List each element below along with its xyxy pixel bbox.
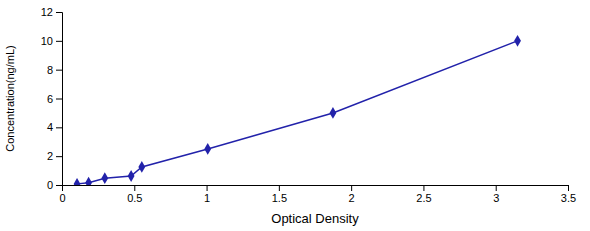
y-axis-line <box>56 13 63 186</box>
x-tick-mark <box>423 185 424 191</box>
x-tick-label: 2.5 <box>416 192 431 204</box>
x-tick: 3.5 <box>561 185 576 204</box>
y-tick-mark <box>56 185 62 186</box>
y-tick-mark <box>56 41 62 42</box>
y-tick-label: 4 <box>47 121 53 133</box>
x-tick: 0 <box>59 185 65 204</box>
x-tick-label: 0 <box>59 192 65 204</box>
y-tick-label: 0 <box>47 179 53 191</box>
marker <box>85 177 92 185</box>
y-tick: 2 <box>47 150 62 162</box>
x-tick: 2.5 <box>416 185 431 204</box>
x-tick-label: 3 <box>493 192 499 204</box>
chart-svg: 0 0.5 1 1.5 2 2.5 3 3.5 0 2 4 6 8 10 12 Optical Density… <box>0 0 590 231</box>
plot-root: 0 0.5 1 1.5 2 2.5 3 3.5 0 2 4 6 8 10 12 <box>41 6 576 204</box>
y-tick-label: 2 <box>47 150 53 162</box>
y-tick: 8 <box>47 64 62 76</box>
line <box>77 41 518 184</box>
y-tick-mark <box>56 70 62 71</box>
y-tick-mark <box>56 127 62 128</box>
marker <box>204 143 211 155</box>
marks <box>74 35 521 185</box>
y-tick-label: 10 <box>41 35 53 47</box>
x-tick-mark <box>134 185 135 191</box>
x-tick: 1.5 <box>272 185 287 204</box>
marker <box>138 161 145 173</box>
x-tick-mark <box>568 185 569 191</box>
y-tick: 6 <box>47 93 62 105</box>
x-tick: 1 <box>204 185 210 204</box>
marker <box>514 35 521 47</box>
x-tick: 3 <box>493 185 499 204</box>
marker <box>330 107 337 119</box>
y-axis: 0 2 4 6 8 10 12 <box>41 6 63 191</box>
x-tick-mark <box>496 185 497 191</box>
y-tick-label: 8 <box>47 64 53 76</box>
x-tick-mark <box>351 185 352 191</box>
marker <box>101 172 108 184</box>
x-tick: 0.5 <box>127 185 142 204</box>
x-tick-label: 1 <box>204 192 210 204</box>
x-tick: 2 <box>349 185 355 204</box>
y-tick-label: 12 <box>41 6 53 18</box>
marker <box>128 170 135 182</box>
x-tick-mark <box>207 185 208 191</box>
x-tick-label: 1.5 <box>272 192 287 204</box>
y-tick: 10 <box>41 35 62 47</box>
x-tick-label: 2 <box>349 192 355 204</box>
x-axis-title: Optical Density <box>271 211 359 226</box>
x-axis: 0 0.5 1 1.5 2 2.5 3 3.5 <box>59 185 576 204</box>
chart-container: 0 0.5 1 1.5 2 2.5 3 3.5 0 2 4 6 8 10 12 Optical Density… <box>0 0 590 231</box>
y-tick: 0 <box>47 179 62 191</box>
y-tick-label: 6 <box>47 93 53 105</box>
x-axis-line <box>63 186 569 192</box>
y-tick-mark <box>56 12 62 13</box>
y-axis-title: Concentration(ng/mL) <box>4 45 16 151</box>
marker <box>74 178 81 185</box>
x-tick-mark <box>279 185 280 191</box>
y-tick-mark <box>56 156 62 157</box>
x-tick-label: 3.5 <box>561 192 576 204</box>
y-tick: 4 <box>47 121 62 133</box>
y-tick-mark <box>56 99 62 100</box>
x-tick-label: 0.5 <box>127 192 142 204</box>
y-tick: 12 <box>41 6 62 18</box>
